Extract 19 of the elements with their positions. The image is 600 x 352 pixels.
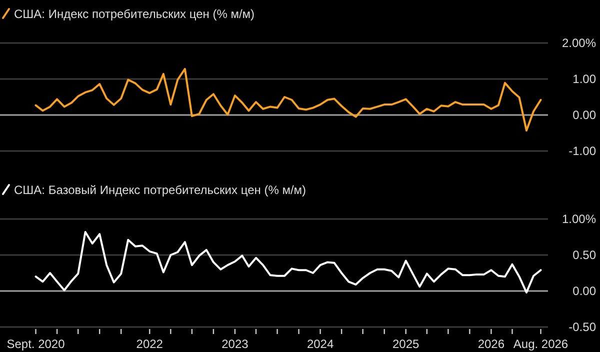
y-tick-label: 1.00% — [562, 212, 596, 226]
line-series — [34, 68, 542, 132]
x-tick-label: 2022 — [136, 337, 164, 351]
y-tick-label: -0.50 — [568, 320, 596, 334]
x-tick-label: 2023 — [222, 337, 249, 351]
y-tick-label: 0.50 — [572, 248, 596, 262]
y-tick-label: 1.00 — [572, 72, 596, 86]
legend-label: США: Индекс потребительских цен (% м/м) — [14, 7, 255, 22]
x-tick-label: 2024 — [306, 337, 334, 351]
y-tick-label: 2.00% — [562, 36, 596, 50]
legend-label: США: Базовый Индекс потребительских цен (% м/м) — [14, 183, 306, 198]
x-tick-label: 2026 — [478, 337, 505, 351]
line-series — [34, 230, 542, 294]
y-tick-label: 0.00 — [572, 284, 596, 298]
y-tick-label: 0.00 — [572, 108, 596, 122]
x-tick-label: Aug. 2026 — [513, 337, 568, 351]
y-tick-label: -1.00 — [568, 144, 596, 158]
x-tick-label: 2025 — [392, 337, 420, 351]
x-tick-label: Sept. 2020 — [6, 337, 66, 351]
